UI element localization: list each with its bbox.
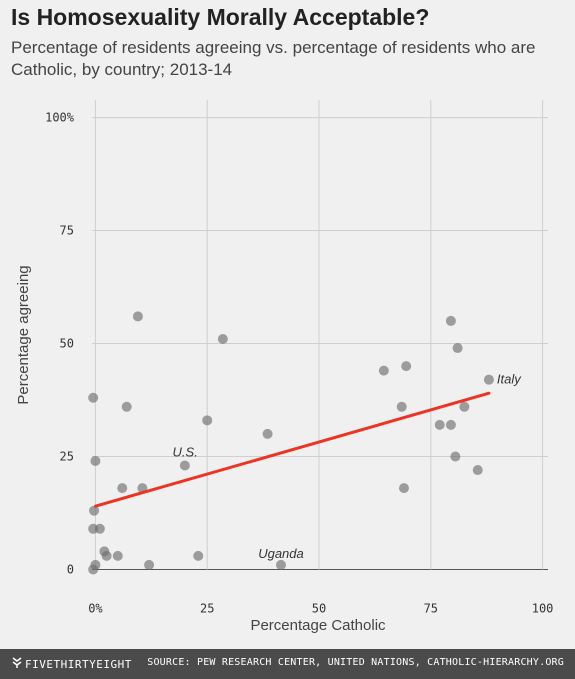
trendline-group — [93, 391, 491, 508]
data-point — [112, 550, 123, 561]
annotations: U.S. Uganda Italy — [173, 372, 523, 561]
x-tick-labels: 0% 25 50 75 100 — [88, 601, 553, 615]
data-point — [378, 365, 389, 376]
data-point — [445, 419, 456, 430]
data-point — [434, 419, 445, 430]
y-tick-label: 100% — [45, 111, 75, 125]
data-point — [117, 483, 128, 494]
data-point — [452, 343, 463, 354]
y-tick-label: 50 — [60, 337, 74, 351]
y-tick-label: 25 — [60, 449, 74, 463]
data-point — [217, 334, 228, 344]
x-tick-label: 100 — [532, 601, 554, 615]
grid — [92, 100, 548, 570]
data-point — [472, 465, 483, 476]
data-point — [396, 401, 407, 412]
footer-bar: FIVETHIRTYEIGHT SOURCE: PEW RESEARCH CEN… — [0, 649, 575, 679]
data-point — [101, 550, 112, 561]
source-note: SOURCE: PEW RESEARCH CENTER, UNITED NATI… — [147, 657, 564, 668]
data-point — [121, 401, 132, 412]
x-tick-label: 0% — [88, 601, 103, 615]
data-point — [445, 315, 456, 326]
data-point — [401, 361, 412, 372]
data-point — [450, 451, 461, 462]
x-tick-label: 25 — [200, 601, 214, 615]
brand-name: FIVETHIRTYEIGHT — [25, 658, 132, 671]
y-tick-labels: 0 25 50 75 100% — [45, 111, 75, 577]
y-tick-label: 0 — [67, 562, 74, 576]
data-point — [398, 483, 409, 494]
chart-title: Is Homosexuality Morally Acceptable? — [11, 4, 430, 30]
data-point — [193, 550, 204, 561]
data-point — [90, 559, 101, 570]
data-point — [275, 559, 286, 570]
data-points — [88, 311, 494, 575]
data-point — [179, 460, 190, 471]
data-point — [89, 505, 100, 516]
annotation-label: Uganda — [258, 546, 304, 561]
data-point — [483, 374, 494, 385]
annotation-label: Italy — [497, 372, 522, 387]
y-tick-label: 75 — [60, 224, 74, 238]
data-point — [94, 523, 105, 534]
data-point — [202, 415, 213, 426]
data-point — [88, 392, 99, 403]
data-point — [144, 559, 155, 570]
data-point — [132, 311, 143, 322]
x-axis-label: Percentage Catholic — [250, 617, 386, 634]
trendline — [93, 391, 491, 508]
brand: FIVETHIRTYEIGHT — [12, 657, 132, 671]
chart-subtitle: Percentage of residents agreeing vs. per… — [11, 38, 536, 79]
data-point — [262, 428, 273, 439]
annotation-label: U.S. — [173, 445, 198, 460]
y-axis-label: Percentage agreeing — [15, 265, 32, 404]
fivethirtyeight-logo-icon — [12, 657, 22, 668]
data-point — [459, 401, 470, 412]
data-point — [90, 456, 101, 466]
x-tick-label: 50 — [312, 601, 326, 615]
x-tick-label: 75 — [424, 601, 438, 615]
